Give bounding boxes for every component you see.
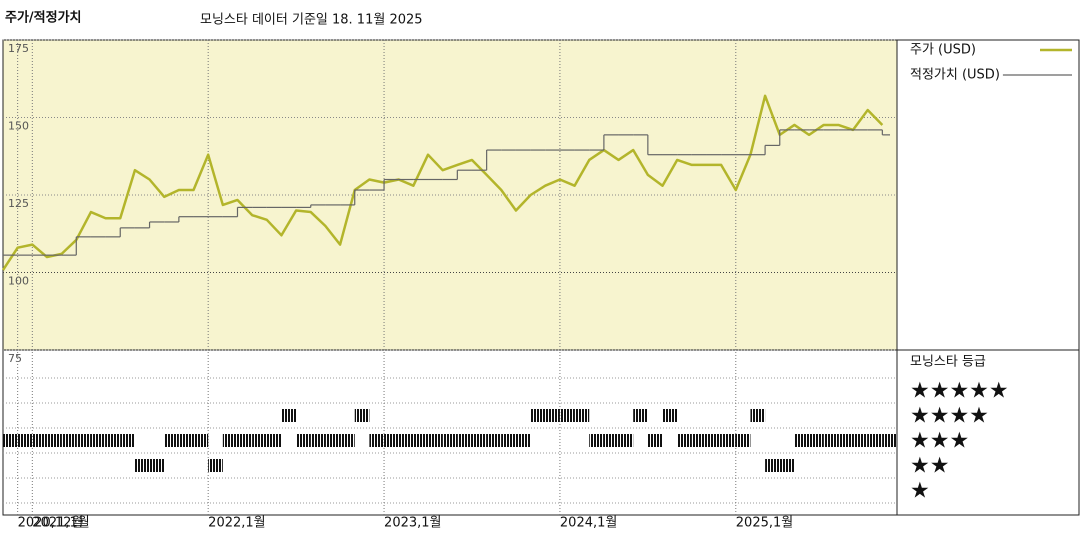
rating-bar bbox=[61, 434, 77, 447]
rating-level-label: ★ bbox=[910, 479, 930, 504]
chart-title: 주가/적정가치 bbox=[5, 10, 82, 26]
x-tick-label: 2023,1월 bbox=[384, 516, 441, 531]
rating-bar bbox=[134, 459, 150, 472]
rating-bar bbox=[603, 434, 619, 447]
rating-bar bbox=[735, 434, 751, 447]
rating-bar bbox=[867, 434, 883, 447]
rating-bar bbox=[252, 434, 267, 447]
rating-bar bbox=[574, 409, 590, 422]
rating-level-label: ★★★ bbox=[910, 429, 969, 454]
rating-bar bbox=[76, 434, 91, 447]
rating-bar bbox=[46, 434, 62, 447]
x-tick-label: 2021,1월 bbox=[32, 516, 89, 531]
rating-bar bbox=[193, 434, 209, 447]
rating-bar bbox=[413, 434, 429, 447]
x-tick-label: 2024,1월 bbox=[560, 516, 617, 531]
rating-bar bbox=[3, 434, 18, 447]
rating-bar bbox=[691, 434, 707, 447]
y-tick-label: 100 bbox=[8, 275, 29, 288]
y-tick-label: 75 bbox=[8, 352, 22, 365]
rating-bar bbox=[633, 409, 648, 422]
rating-bar bbox=[779, 459, 795, 472]
rating-bar bbox=[398, 434, 414, 447]
rating-level-label: ★★ bbox=[910, 454, 949, 479]
x-tick-label: 2022,1월 bbox=[208, 516, 265, 531]
rating-bar bbox=[369, 434, 385, 447]
rating-bar bbox=[90, 434, 106, 447]
rating-bar bbox=[120, 434, 135, 447]
rating-bar bbox=[853, 434, 868, 447]
rating-bar bbox=[237, 434, 253, 447]
rating-bar bbox=[838, 434, 854, 447]
rating-bar bbox=[310, 434, 326, 447]
y-tick-label: 125 bbox=[8, 197, 29, 210]
y-tick-label: 150 bbox=[8, 120, 29, 133]
rating-bar bbox=[208, 459, 223, 472]
rating-bar bbox=[384, 434, 399, 447]
rating-bar bbox=[222, 434, 238, 447]
rating-bar bbox=[794, 434, 810, 447]
price-line bbox=[1, 94, 884, 271]
rating-bar bbox=[486, 434, 502, 447]
rating-bar bbox=[442, 434, 458, 447]
rating-bar bbox=[501, 434, 516, 447]
rating-level-label: ★★★★ bbox=[910, 404, 989, 429]
y-tick-label: 175 bbox=[8, 42, 29, 55]
rating-bar bbox=[325, 434, 341, 447]
rating-bar bbox=[164, 434, 179, 447]
rating-bar bbox=[706, 434, 722, 447]
rating-bar bbox=[354, 409, 370, 422]
rating-bar bbox=[750, 409, 766, 422]
x-tick-label: 2020,12월 bbox=[18, 516, 84, 531]
rating-bar bbox=[530, 409, 546, 422]
rating-bar bbox=[545, 409, 560, 422]
rating-bar bbox=[823, 434, 839, 447]
rating-bar bbox=[721, 434, 736, 447]
rating-bar bbox=[589, 434, 604, 447]
x-tick-label: 2025,1월 bbox=[736, 516, 793, 531]
legend-label: 적정가치 (USD) bbox=[910, 68, 1000, 83]
chart-subtitle: 모닝스타 데이터 기준일 18. 11월 2025 bbox=[200, 13, 423, 28]
rating-bar bbox=[647, 434, 663, 447]
rating-level-label: ★★★★★ bbox=[910, 379, 1009, 404]
legend-label: 주가 (USD) bbox=[910, 43, 976, 58]
rating-bar bbox=[281, 409, 297, 422]
rating-bar bbox=[457, 434, 472, 447]
rating-bar bbox=[266, 434, 282, 447]
rating-bar bbox=[882, 434, 897, 447]
rating-bar bbox=[178, 434, 194, 447]
rating-bar bbox=[296, 434, 311, 447]
rating-bar bbox=[471, 434, 487, 447]
rating-title: 모닝스타 등급 bbox=[910, 355, 986, 370]
rating-bar bbox=[149, 459, 165, 472]
rating-bar bbox=[17, 434, 33, 447]
rating-bar bbox=[515, 434, 531, 447]
rating-bar bbox=[809, 434, 824, 447]
rating-bar bbox=[32, 434, 47, 447]
rating-bar bbox=[428, 434, 443, 447]
rating-bar bbox=[618, 434, 634, 447]
rating-bar bbox=[105, 434, 121, 447]
rating-bar bbox=[677, 434, 692, 447]
rating-bar bbox=[559, 409, 575, 422]
rating-bar bbox=[340, 434, 355, 447]
rating-bar bbox=[765, 459, 780, 472]
rating-bar bbox=[662, 409, 678, 422]
